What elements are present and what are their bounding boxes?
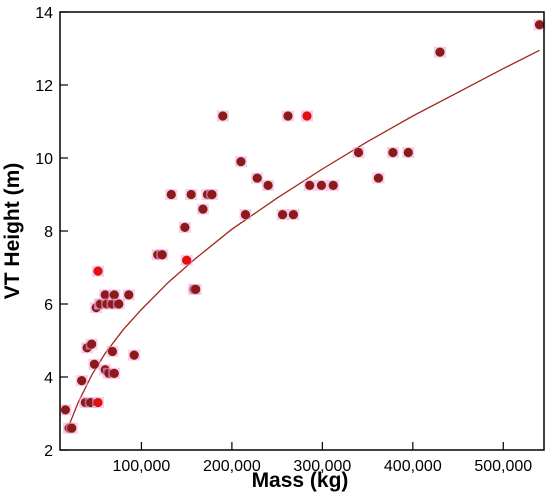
x-tick-label: 200,000 [203, 458, 261, 475]
data-point [109, 290, 119, 300]
data-point [252, 173, 262, 183]
data-point [403, 147, 413, 158]
data-point [87, 339, 97, 349]
data-points-layer [59, 19, 546, 434]
data-point [77, 376, 87, 386]
data-point [191, 284, 201, 294]
data-point [166, 189, 176, 200]
data-point [302, 111, 312, 121]
data-point [240, 209, 251, 220]
y-tick-label: 2 [44, 443, 53, 460]
x-axis-title: Mass (kg) [252, 469, 349, 492]
x-tick-label: 300,000 [293, 458, 351, 475]
y-axis-title: VT Height (m) [1, 163, 24, 300]
data-point [236, 157, 246, 167]
y-tick-label: 10 [35, 151, 53, 168]
data-point [93, 397, 103, 408]
x-tick-label: 500,000 [474, 458, 532, 475]
data-point [67, 423, 77, 433]
data-point [283, 111, 293, 121]
data-point [373, 173, 384, 183]
data-point [180, 222, 190, 232]
data-point [107, 346, 118, 357]
data-point [435, 47, 445, 57]
data-point [218, 111, 228, 121]
fit-curve [66, 49, 540, 431]
data-point [207, 189, 217, 200]
data-point [60, 405, 71, 415]
data-point [100, 290, 110, 300]
y-tick-label: 12 [35, 78, 53, 95]
data-point [109, 368, 119, 378]
y-tick-label: 8 [44, 224, 53, 241]
x-tick-label: 400,000 [384, 458, 442, 475]
tick-layer [60, 11, 504, 451]
data-point [263, 180, 273, 190]
x-tick-label: 100,000 [112, 458, 170, 475]
data-point [316, 180, 327, 190]
data-point [328, 180, 338, 190]
y-tick-label: 6 [44, 297, 53, 314]
data-point [277, 209, 288, 220]
y-tick-label: 14 [35, 5, 53, 22]
fit-curve-layer [66, 49, 540, 431]
tick-label-layer: 100,000 200,000 300,000 400,000 500,000 2 4 6 8 1… [35, 5, 532, 475]
data-point [114, 299, 124, 309]
data-point [89, 359, 99, 369]
data-point [129, 350, 139, 360]
data-point [388, 147, 398, 158]
data-point [198, 204, 208, 214]
data-point [305, 180, 315, 190]
data-point [124, 290, 134, 300]
data-point [93, 266, 103, 276]
data-point [157, 250, 167, 260]
data-point [353, 147, 364, 158]
data-point [288, 209, 299, 220]
y-tick-label: 4 [44, 370, 53, 387]
data-point [186, 189, 196, 200]
plot-frame [59, 11, 545, 451]
data-point [534, 20, 545, 30]
data-point [182, 255, 192, 265]
